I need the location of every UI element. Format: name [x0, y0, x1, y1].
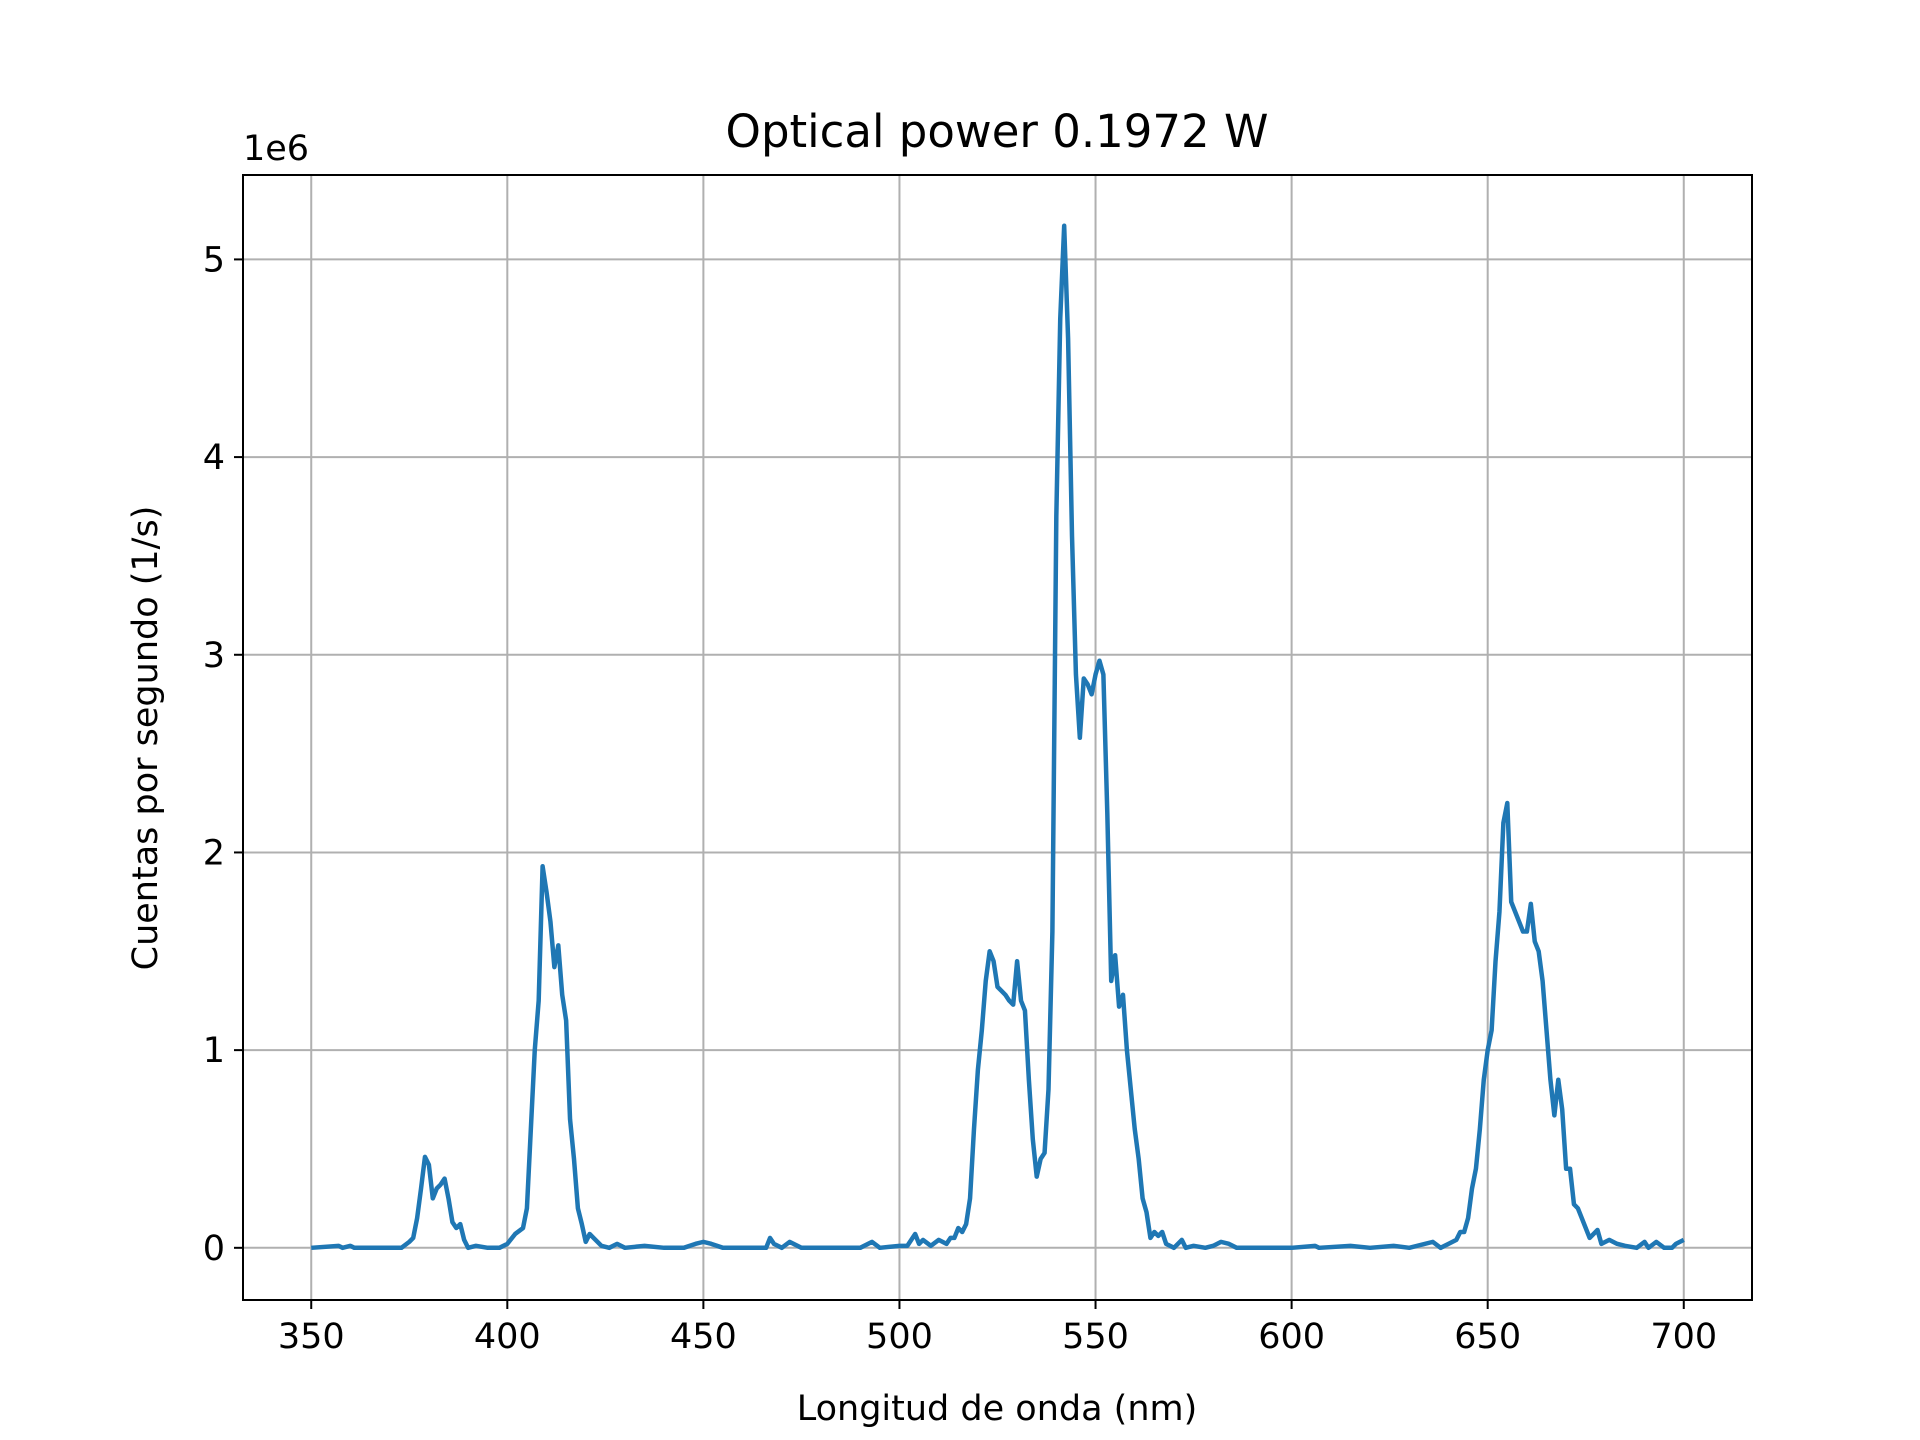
x-tick-label: 500 [866, 1317, 933, 1357]
x-tick-label: 600 [1258, 1317, 1325, 1357]
x-tick-label: 450 [670, 1317, 737, 1357]
y-offset-label: 1e6 [243, 129, 309, 169]
x-axis-label: Longitud de onda (nm) [797, 1389, 1198, 1429]
chart-title: Optical power 0.1972 W [726, 105, 1269, 158]
x-tick-label: 400 [474, 1317, 541, 1357]
x-tick-label: 550 [1062, 1317, 1129, 1357]
y-tick-label: 2 [203, 833, 225, 873]
data-line [311, 223, 1685, 1251]
x-tick-label: 350 [278, 1317, 345, 1357]
y-tick-label: 0 [203, 1229, 225, 1269]
y-tick-label: 1 [203, 1031, 225, 1071]
plot-frame [242, 174, 1753, 1301]
y-axis-label: Cuentas por segundo (1/s) [126, 506, 166, 971]
x-tick-label: 700 [1650, 1317, 1717, 1357]
y-tick-label: 4 [203, 438, 225, 478]
y-tick-label: 5 [203, 240, 225, 280]
y-tick-label: 3 [203, 636, 225, 676]
x-tick-label: 650 [1454, 1317, 1521, 1357]
